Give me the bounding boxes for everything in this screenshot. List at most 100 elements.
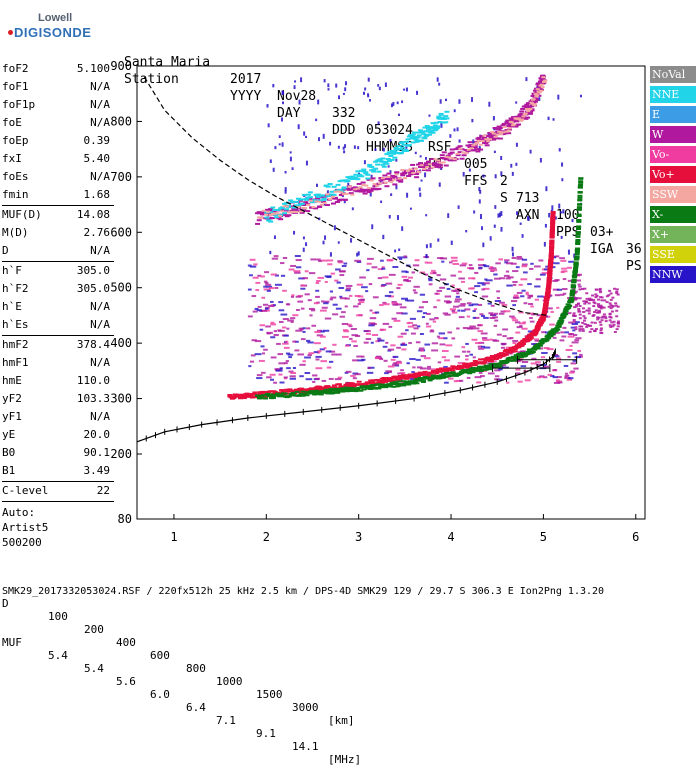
echo-dash <box>357 359 364 362</box>
trace-point-W <box>408 173 414 176</box>
echo-dash <box>365 332 372 335</box>
echo-dash <box>560 235 563 239</box>
trace-point-Vo+ <box>240 394 246 397</box>
trace-point-Vo+ <box>547 269 553 272</box>
echo-dash <box>321 379 327 382</box>
trace-point-W <box>278 218 284 221</box>
echo-dash <box>537 295 544 298</box>
echo-dash <box>307 299 312 302</box>
echo-dash <box>529 317 533 320</box>
echo-dash <box>305 242 308 247</box>
echo-dash <box>429 243 432 248</box>
echo-dash <box>396 312 403 315</box>
echo-dash <box>588 297 592 300</box>
echo-dash <box>599 304 603 307</box>
echo-dash <box>461 346 466 349</box>
trace-point-Vo+ <box>549 241 555 244</box>
echo-dash <box>458 277 465 280</box>
echo-dash <box>474 376 482 379</box>
trace-point-W <box>301 203 307 206</box>
echo-dash <box>529 267 534 270</box>
trace-point-NNE <box>272 208 278 211</box>
trace-point-NNE <box>363 171 369 174</box>
echo-dash <box>553 381 561 384</box>
echo-dash <box>565 348 573 351</box>
trace-point-SSW <box>414 167 419 170</box>
echo-dash <box>352 377 357 380</box>
echo-dash <box>426 367 432 370</box>
trace-point-SSW <box>519 119 524 122</box>
trace-point-SSW <box>518 118 522 121</box>
trace-point-NNE <box>288 199 294 202</box>
trace-point-W <box>483 142 489 145</box>
trace-point-X- <box>569 299 575 302</box>
trace-point-Vo+ <box>547 266 553 269</box>
trace-point-W <box>398 178 404 181</box>
echo-dash <box>260 275 265 278</box>
trace-point-X- <box>565 303 571 306</box>
echo-dash <box>273 381 278 384</box>
trace-point-SSW <box>303 207 308 210</box>
echo-dash <box>424 261 428 264</box>
trace-point-NNE <box>292 206 298 209</box>
trace-point-NNE <box>353 173 359 176</box>
trace-point-W <box>382 174 388 177</box>
echo-dash <box>307 354 312 357</box>
echo-dash <box>388 273 396 276</box>
echo-dash <box>523 370 529 373</box>
trace-point-W <box>268 207 274 210</box>
echo-dash <box>283 334 289 337</box>
echo-dash <box>366 269 370 272</box>
trace-point-SSW <box>268 213 273 216</box>
echo-dash <box>428 279 433 282</box>
echo-dash <box>602 306 606 309</box>
trace-point-W <box>475 150 481 153</box>
trace-point-X- <box>512 359 518 362</box>
echo-dash <box>563 364 569 367</box>
echo-dash <box>498 212 501 218</box>
echo-dash <box>541 351 548 354</box>
trace-point-NNE <box>409 137 415 140</box>
trace-point-SSW <box>469 147 474 150</box>
echo-dash <box>283 376 288 379</box>
muf-value: 5.4 <box>48 649 68 662</box>
trace-point-X- <box>351 387 357 390</box>
echo-dash <box>527 283 532 286</box>
trace-point-X- <box>288 394 294 397</box>
trace-point-W <box>516 123 521 126</box>
echo-dash <box>350 328 357 331</box>
echo-dash <box>554 294 561 297</box>
trace-point-SSW <box>507 127 512 130</box>
trace-point-SSW <box>372 182 377 185</box>
echo-dash <box>518 311 524 314</box>
echo-dash <box>523 302 528 305</box>
trace-point-W <box>414 172 420 175</box>
echo-dash <box>601 315 605 318</box>
echo-dash <box>357 251 360 256</box>
trace-point-W <box>283 209 289 212</box>
trace-point-Vo+ <box>449 367 455 370</box>
echo-dash <box>566 378 573 381</box>
echo-dash <box>325 350 332 353</box>
echo-dash <box>255 289 260 292</box>
echo-dash <box>425 254 428 259</box>
trace-point-SSW <box>427 163 432 166</box>
trace-point-Vo+ <box>549 239 555 242</box>
trace-point-X- <box>432 377 438 380</box>
echo-dash <box>492 360 497 363</box>
echo-dash <box>327 88 330 91</box>
trace-point-Vo+ <box>545 290 551 293</box>
trace-point-W <box>478 148 484 151</box>
echo-dash <box>515 142 518 147</box>
echo-dash <box>278 329 285 332</box>
muf-row: MUF 5.4 5.4 5.6 6.0 6.4 7.1 9.1 14.1 [MH… <box>2 623 361 766</box>
echo-dash <box>420 349 424 352</box>
echo-dash <box>516 372 521 375</box>
echo-dash <box>429 330 435 333</box>
echo-dash <box>502 335 507 338</box>
echo-dash <box>478 371 483 374</box>
echo-dash <box>534 285 541 288</box>
echo-dash <box>337 145 340 149</box>
divider <box>2 261 114 262</box>
